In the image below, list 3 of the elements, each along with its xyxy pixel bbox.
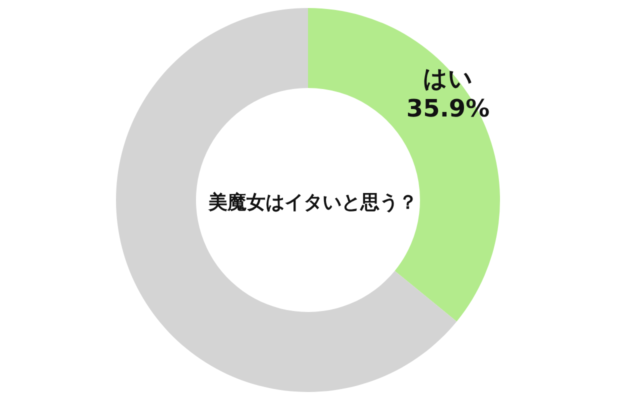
data-label: 35.9% xyxy=(406,94,490,123)
text: 美魔女はイタいと思う？ xyxy=(208,192,418,214)
slice-label: はい xyxy=(423,64,474,93)
